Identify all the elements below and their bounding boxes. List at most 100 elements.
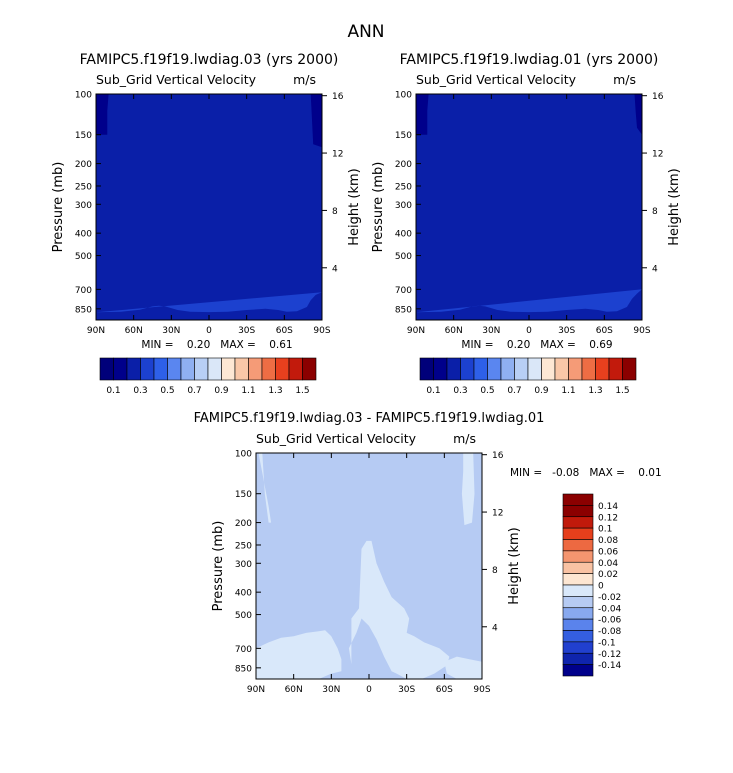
- colorbar-label: 1.3: [268, 386, 282, 396]
- y-tick-label: 100: [75, 91, 92, 101]
- colorbar-label: 0.5: [160, 386, 174, 396]
- colorbar-label: 1.1: [241, 386, 255, 396]
- x-tick-label: 90N: [407, 326, 425, 336]
- colorbar-box: [562, 652, 594, 665]
- colorbar-box: [446, 357, 461, 381]
- figure-title: ANN: [347, 22, 384, 42]
- region-north-polar-tongue: [257, 453, 272, 523]
- y-tick-label: 250: [75, 182, 92, 192]
- y-tick-label: 200: [75, 160, 92, 170]
- colorbar-box: [487, 357, 502, 381]
- colorbar-box: [500, 357, 515, 381]
- colorbar-box: [562, 527, 594, 540]
- y-axis-title: Pressure (mb): [371, 162, 386, 253]
- colorbar-label: 0.08: [598, 536, 618, 546]
- colorbar-label: 0.02: [598, 570, 618, 580]
- colorbar-label: -0.12: [598, 650, 621, 660]
- y-right-tick-label: 16: [652, 92, 664, 102]
- plot-field: [416, 94, 642, 320]
- y-right-tick-label: 4: [492, 623, 498, 633]
- y-tick-label: 850: [395, 305, 412, 315]
- x-tick-label: 90S: [633, 326, 650, 336]
- region-near-surface-south: [444, 656, 482, 679]
- plot-field: [256, 453, 482, 679]
- colorbar: 0.1 0.3 0.5 0.7 0.9 1.1 1.3 1.5: [99, 357, 317, 396]
- y-tick-label: 400: [75, 230, 92, 240]
- colorbar-label: 0.04: [598, 559, 618, 569]
- panel-subtitle: Sub_Grid Vertical Velocity: [96, 72, 257, 87]
- region-polar-cap-north: [96, 94, 109, 135]
- colorbar-box: [302, 357, 317, 381]
- y-right-axis-title: Height (km): [667, 168, 682, 245]
- x-tick-label: 60S: [436, 685, 453, 695]
- y-tick-label: 400: [395, 230, 412, 240]
- colorbar-label: 0: [598, 582, 604, 592]
- y-axis-title: Pressure (mb): [51, 162, 66, 253]
- colorbar-box: [248, 357, 263, 381]
- panel-subtitle: Sub_Grid Vertical Velocity: [256, 431, 417, 446]
- x-tick-label: 30S: [558, 326, 575, 336]
- colorbar-label: 0.9: [214, 386, 229, 396]
- x-tick-label: 60N: [125, 326, 143, 336]
- colorbar-label: 0.12: [598, 513, 618, 523]
- region-boundary-layer: [416, 289, 642, 313]
- colorbar-label: 1.3: [588, 386, 602, 396]
- y-tick-label: 300: [395, 201, 412, 211]
- colorbar-box: [460, 357, 475, 381]
- region-south-polar-tongue: [461, 453, 475, 526]
- x-tick-label: 60S: [596, 326, 613, 336]
- colorbar-box: [562, 516, 594, 529]
- colorbar-box: [514, 357, 529, 381]
- colorbar-box: [608, 357, 623, 381]
- colorbar-box: [562, 641, 594, 654]
- colorbar-box: [562, 550, 594, 563]
- x-tick-label: 90S: [473, 685, 490, 695]
- colorbar: 0.1 0.3 0.5 0.7 0.9 1.1 1.3 1.5: [419, 357, 637, 396]
- colorbar-box: [153, 357, 168, 381]
- panel-title: FAMIPC5.f19f19.lwdiag.03 (yrs 2000): [80, 52, 339, 68]
- y-tick-label: 300: [75, 201, 92, 211]
- colorbar-box: [562, 630, 594, 643]
- colorbar-label: 0.3: [133, 386, 147, 396]
- colorbar-label: 0.3: [453, 386, 467, 396]
- colorbar-label: 0.7: [187, 386, 201, 396]
- x-tick-label: 0: [206, 326, 212, 336]
- x-tick-label: 90N: [87, 326, 105, 336]
- colorbar-label: 0.14: [598, 502, 618, 512]
- y-tick-label: 200: [235, 519, 252, 529]
- y-tick-label: 100: [395, 91, 412, 101]
- plot-field: [96, 94, 322, 320]
- colorbar-box: [562, 664, 594, 677]
- x-tick-label: 30S: [238, 326, 255, 336]
- y-tick-label: 250: [235, 541, 252, 551]
- panel-units: m/s: [293, 72, 316, 87]
- panel-subtitle: Sub_Grid Vertical Velocity: [416, 72, 577, 87]
- y-right-axis-title: Height (km): [347, 168, 362, 245]
- colorbar-box: [99, 357, 114, 381]
- y-tick-label: 850: [235, 664, 252, 674]
- colorbar-box: [207, 357, 222, 381]
- colorbar-box: [541, 357, 556, 381]
- colorbar-box: [562, 596, 594, 609]
- colorbar-label: -0.06: [598, 616, 622, 626]
- colorbar-box: [554, 357, 569, 381]
- field-background: [96, 94, 322, 320]
- colorbar-label: 0.5: [480, 386, 494, 396]
- y-tick-label: 250: [395, 182, 412, 192]
- colorbar-box: [113, 357, 128, 381]
- y-tick-label: 850: [75, 305, 92, 315]
- colorbar-label: 1.5: [295, 386, 309, 396]
- colorbar-box: [433, 357, 448, 381]
- colorbar-box: [562, 539, 594, 552]
- panel-left: FAMIPC5.f19f19.lwdiag.03 (yrs 2000) Sub_G…: [51, 52, 362, 396]
- y-tick-label: 500: [395, 252, 412, 262]
- colorbar-label: -0.1: [598, 638, 616, 648]
- y-tick-label: 150: [395, 131, 412, 141]
- y-tick-label: 700: [395, 286, 412, 296]
- colorbar-label: -0.04: [598, 604, 622, 614]
- y-right-tick-label: 8: [492, 566, 498, 576]
- y-tick-label: 150: [75, 131, 92, 141]
- y-axis-title: Pressure (mb): [211, 521, 226, 612]
- colorbar-box: [167, 357, 182, 381]
